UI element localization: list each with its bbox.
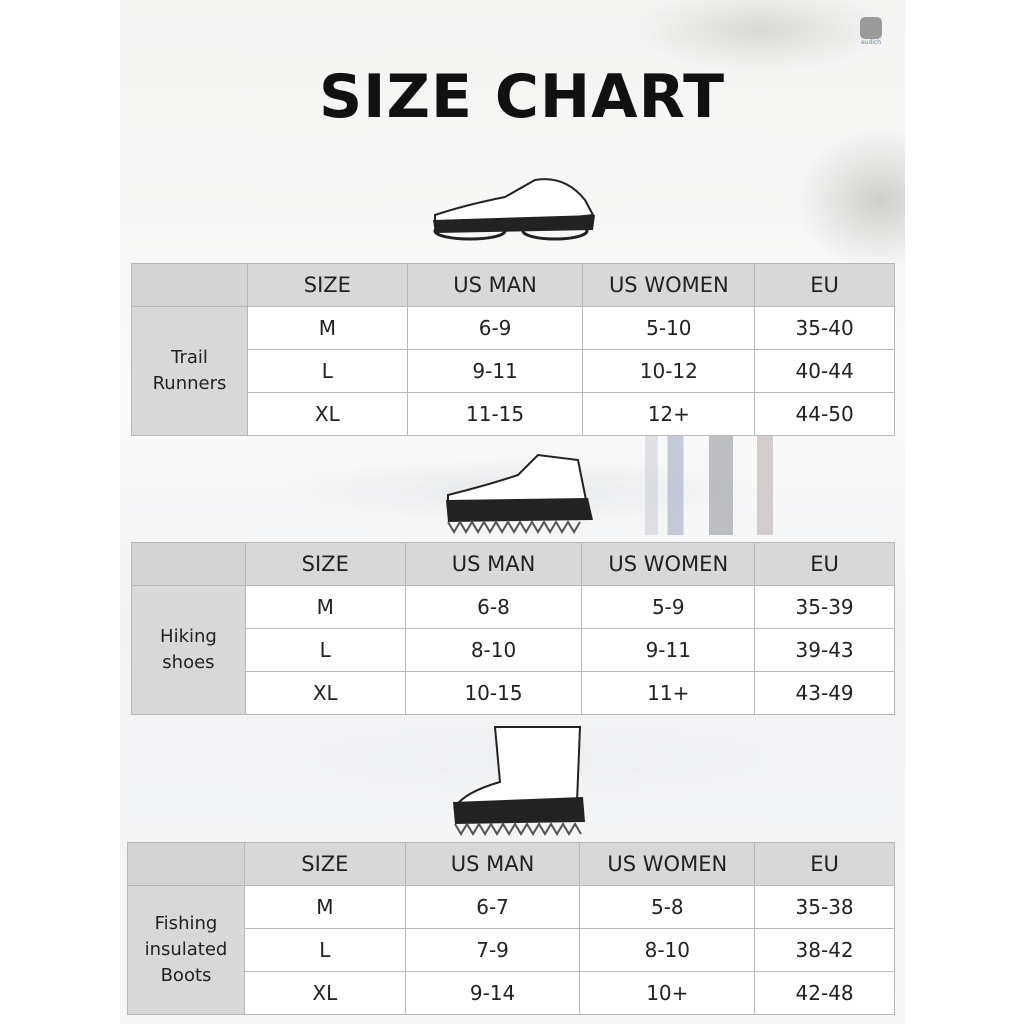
table-row: Fishing insulated Boots M 6-7 5-8 35-38 <box>127 885 895 1015</box>
us-women-cell: 10-12 <box>582 349 756 393</box>
eu-cell: 35-40 <box>754 306 895 350</box>
brand-logo: eudich <box>858 17 884 53</box>
page-title: SIZE CHART <box>318 62 726 132</box>
header-eu: EU <box>754 542 895 586</box>
table-row: L 9-11 10-12 40-44 <box>132 349 895 393</box>
category-label: Hiking shoes <box>131 585 246 715</box>
eu-cell: 44-50 <box>754 392 895 436</box>
boot-crampon-icon <box>453 726 585 836</box>
us-women-cell: 8-10 <box>579 928 756 972</box>
header-size: SIZE <box>246 263 408 307</box>
eu-cell: 35-38 <box>754 885 895 929</box>
hiking-shoe-crampon-icon <box>446 453 593 534</box>
us-women-cell: 5-10 <box>582 306 756 350</box>
size-cell: L <box>243 928 406 972</box>
eu-cell: 40-44 <box>754 349 895 393</box>
table-row: Hiking shoes M 6-8 5-9 35-39 <box>131 585 895 715</box>
category-label: Fishing insulated Boots <box>127 885 245 1015</box>
table-header-row: SIZE US MAN US WOMEN EU <box>127 842 895 886</box>
header-blank <box>127 842 245 886</box>
size-cell: XL <box>243 971 406 1015</box>
header-blank <box>131 542 246 586</box>
header-eu: EU <box>754 263 895 307</box>
header-size: SIZE <box>244 542 406 586</box>
category-label: Trail Runners <box>131 306 248 436</box>
header-blank <box>131 263 248 307</box>
table-row: L 8-10 9-11 39-43 <box>132 628 895 672</box>
eu-cell: 39-43 <box>754 628 895 672</box>
us-man-cell: 10-15 <box>404 671 583 715</box>
size-cell: XL <box>244 671 406 715</box>
eu-cell: 43-49 <box>754 671 895 715</box>
eu-cell: 38-42 <box>754 928 895 972</box>
size-table-trail-runners: SIZE US MAN US WOMEN EU Trail Runners M … <box>131 263 895 436</box>
table-header-row: SIZE US MAN US WOMEN EU <box>131 542 895 586</box>
table-row: XL 11-15 12+ 44-50 <box>132 392 895 436</box>
hikers-background <box>645 435 805 535</box>
size-cell: M <box>244 585 406 629</box>
us-man-cell: 7-9 <box>404 928 581 972</box>
us-women-cell: 11+ <box>581 671 756 715</box>
us-man-cell: 6-7 <box>404 885 581 929</box>
us-man-cell: 9-11 <box>406 349 584 393</box>
table-row: XL 10-15 11+ 43-49 <box>132 671 895 715</box>
size-cell: M <box>246 306 408 350</box>
header-us-women: US WOMEN <box>582 263 756 307</box>
eu-cell: 35-39 <box>754 585 895 629</box>
table-row: Trail Runners M 6-9 5-10 35-40 <box>131 306 895 436</box>
trail-runner-crampon-icon <box>433 178 595 241</box>
us-women-cell: 9-11 <box>581 628 756 672</box>
size-table-hiking-shoes: SIZE US MAN US WOMEN EU Hiking shoes M 6… <box>131 542 895 715</box>
us-man-cell: 11-15 <box>406 392 584 436</box>
us-man-cell: 9-14 <box>404 971 581 1015</box>
size-table-fishing-boots: SIZE US MAN US WOMEN EU Fishing insulate… <box>127 842 895 1015</box>
header-us-man: US MAN <box>404 542 583 586</box>
header-size: SIZE <box>243 842 406 886</box>
header-us-man: US MAN <box>406 263 584 307</box>
table-row: XL 9-14 10+ 42-48 <box>128 971 895 1015</box>
us-women-cell: 5-9 <box>581 585 756 629</box>
header-us-women: US WOMEN <box>581 542 756 586</box>
size-cell: XL <box>246 392 408 436</box>
us-women-cell: 10+ <box>579 971 756 1015</box>
us-man-cell: 6-8 <box>404 585 583 629</box>
us-man-cell: 8-10 <box>404 628 583 672</box>
us-women-cell: 5-8 <box>579 885 756 929</box>
header-us-women: US WOMEN <box>579 842 756 886</box>
header-eu: EU <box>754 842 895 886</box>
us-man-cell: 6-9 <box>406 306 584 350</box>
size-cell: M <box>243 885 406 929</box>
header-us-man: US MAN <box>404 842 581 886</box>
us-women-cell: 12+ <box>582 392 756 436</box>
table-header-row: SIZE US MAN US WOMEN EU <box>131 263 895 307</box>
eu-cell: 42-48 <box>754 971 895 1015</box>
size-cell: L <box>246 349 408 393</box>
size-cell: L <box>244 628 406 672</box>
table-row: L 7-9 8-10 38-42 <box>128 928 895 972</box>
